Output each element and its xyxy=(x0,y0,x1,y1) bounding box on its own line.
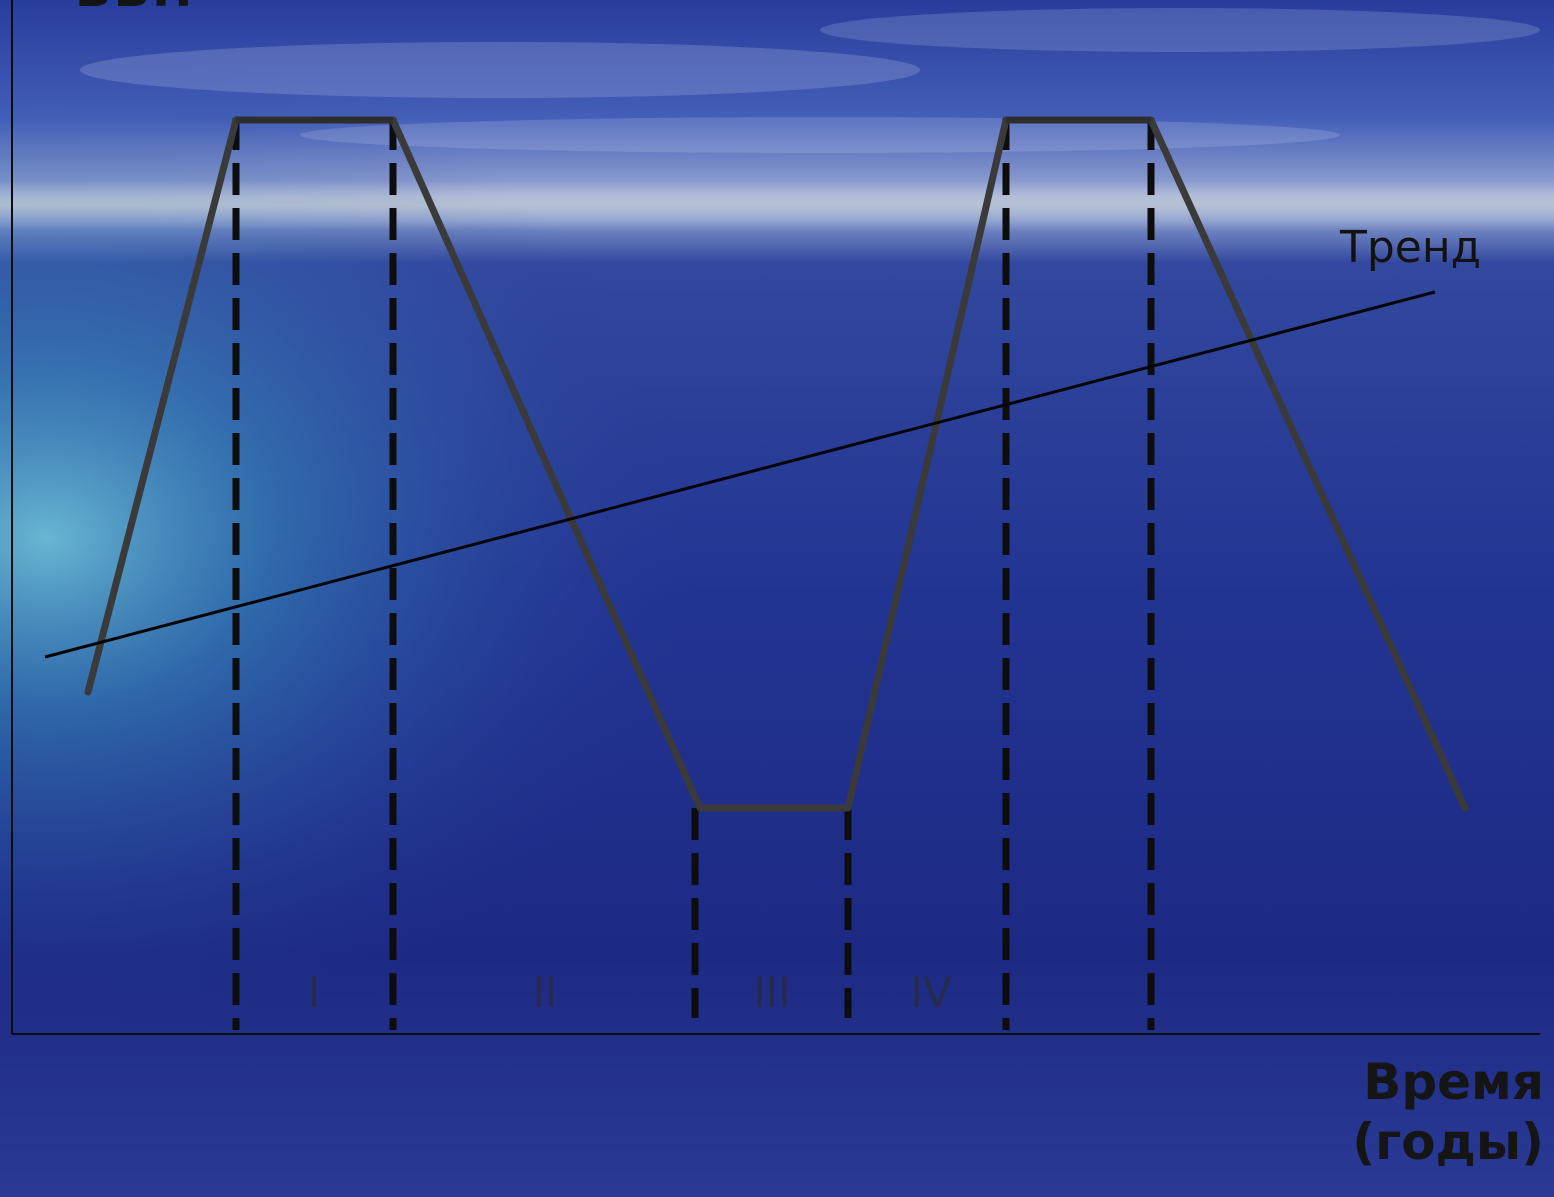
x-axis-label: Время (годы) xyxy=(1352,1052,1544,1172)
trend-label: Тренд xyxy=(1340,222,1482,273)
x-axis-label-line1: Время xyxy=(1363,1053,1544,1111)
phase-label-1: I xyxy=(307,968,321,1017)
phase-label-2: II xyxy=(532,968,558,1017)
background-cloud xyxy=(820,8,1540,52)
x-axis-label-line2: (годы) xyxy=(1352,1113,1544,1171)
y-axis-label: ВВП xyxy=(75,0,194,14)
phase-label-4: IV xyxy=(910,968,952,1017)
background-cloud xyxy=(300,117,1340,153)
phase-label-3: III xyxy=(753,968,791,1017)
background-cloud xyxy=(80,42,920,98)
trend-line xyxy=(44,290,1436,659)
background-horizon xyxy=(0,180,1554,230)
